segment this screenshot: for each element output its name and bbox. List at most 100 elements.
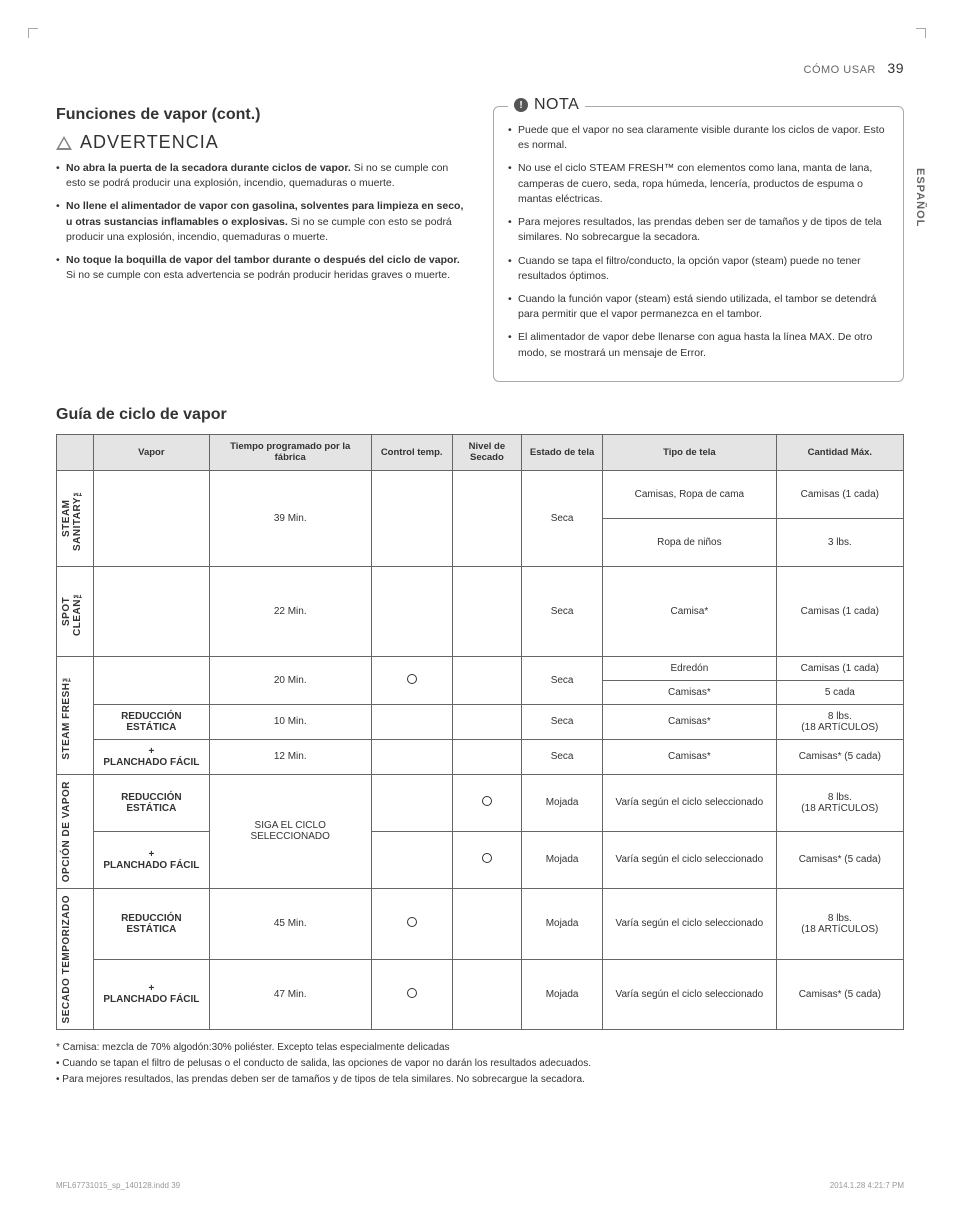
- warning-heading: ADVERTENCIA: [56, 132, 467, 153]
- cell-max: 8 lbs. (18 ARTíCULOS): [776, 704, 903, 739]
- th-max: Cantidad Máx.: [776, 434, 903, 470]
- cell-max: 3 lbs.: [776, 518, 903, 566]
- note-heading: ! NOTA: [508, 96, 585, 114]
- cell-time: SIGA EL CICLO SELECCIONADO: [209, 774, 371, 888]
- cell-max: Camisas* (5 cada): [776, 831, 903, 888]
- cell-vapor: + PLANCHADO FÁCIL: [94, 831, 210, 888]
- circle-icon: [482, 853, 492, 863]
- cell-time: 10 Min.: [209, 704, 371, 739]
- cell-state: Seca: [522, 656, 603, 704]
- cell-dry: [452, 704, 521, 739]
- group-secado-temp: SECADO TEMPORIZADO: [57, 888, 94, 1029]
- cell-fabric: Varía según el ciclo seleccionado: [603, 959, 777, 1030]
- cell-time: 20 Min.: [209, 656, 371, 704]
- note-word: NOTA: [534, 96, 579, 114]
- th-blank: [57, 434, 94, 470]
- th-fabric: Tipo de tela: [603, 434, 777, 470]
- cell-max: 8 lbs. (18 ARTíCULOS): [776, 888, 903, 959]
- language-tab: ESPAÑOL: [914, 168, 926, 227]
- table-row: STEAM FRESH™ 20 Min. Seca Edredón Camisa…: [57, 656, 904, 680]
- cell-fabric: Camisas, Ropa de cama: [603, 470, 777, 518]
- cell-dry: [452, 774, 521, 831]
- table-row: OPCIÓN DE VAPOR REDUCCIÓN ESTÁTICA SIGA …: [57, 774, 904, 831]
- guide-title: Guía de ciclo de vapor: [56, 406, 904, 424]
- note-item: Puede que el vapor no sea claramente vis…: [508, 123, 889, 153]
- cell-state: Mojada: [522, 831, 603, 888]
- cell-dry: [452, 888, 521, 959]
- cell-state: Seca: [522, 739, 603, 774]
- note-item: Para mejores resultados, las prendas deb…: [508, 215, 889, 245]
- crop-mark-tl: [28, 28, 38, 38]
- th-vapor: Vapor: [94, 434, 210, 470]
- cell-state: Mojada: [522, 888, 603, 959]
- table-row: STEAM SANITARY™ 39 Min. Seca Camisas, Ro…: [57, 470, 904, 518]
- cell-time: 45 Min.: [209, 888, 371, 959]
- cell-fabric: Ropa de niños: [603, 518, 777, 566]
- note-list: Puede que el vapor no sea claramente vis…: [508, 123, 889, 361]
- cell-time: 39 Min.: [209, 470, 371, 566]
- footnote-item: * Camisa: mezcla de 70% algodón:30% poli…: [56, 1040, 904, 1056]
- group-steam-sanitary: STEAM SANITARY™: [57, 470, 94, 566]
- th-state: Estado de tela: [522, 434, 603, 470]
- header-section: CÓMO USAR: [804, 64, 876, 76]
- cell-max: 5 cada: [776, 680, 903, 704]
- cell-temp: [371, 774, 452, 831]
- cell-dry: [452, 656, 521, 704]
- cell-vapor: + PLANCHADO FÁCIL: [94, 739, 210, 774]
- table-row: REDUCCIÓN ESTÁTICA 10 Min. Seca Camisas*…: [57, 704, 904, 739]
- warning-list: No abra la puerta de la secadora durante…: [56, 161, 467, 284]
- note-item: Cuando la función vapor (steam) está sie…: [508, 292, 889, 322]
- circle-icon: [407, 988, 417, 998]
- group-steam-fresh: STEAM FRESH™: [57, 656, 94, 774]
- cell-temp: [371, 739, 452, 774]
- group-opcion-vapor: OPCIÓN DE VAPOR: [57, 774, 94, 888]
- cell-fabric: Camisa*: [603, 566, 777, 656]
- cell-vapor: REDUCCIÓN ESTÁTICA: [94, 704, 210, 739]
- cell-vapor: + PLANCHADO FÁCIL: [94, 959, 210, 1030]
- cell-fabric: Varía según el ciclo seleccionado: [603, 888, 777, 959]
- cell-state: Seca: [522, 566, 603, 656]
- cell-dry: [452, 959, 521, 1030]
- info-icon: !: [514, 98, 528, 112]
- cell-vapor: [94, 656, 210, 704]
- two-column-area: Funciones de vapor (cont.) ADVERTENCIA N…: [56, 106, 904, 382]
- th-time: Tiempo programado por la fábrica: [209, 434, 371, 470]
- note-item: El alimentador de vapor debe llenarse co…: [508, 330, 889, 360]
- table-row: + PLANCHADO FÁCIL 47 Min. Mojada Varía s…: [57, 959, 904, 1030]
- footer-timestamp: 2014.1.28 4:21:7 PM: [830, 1181, 904, 1190]
- warning-triangle-icon: [56, 136, 72, 150]
- footer-filename: MFL67731015_sp_140128.indd 39: [56, 1181, 180, 1190]
- group-spot-clean: SPOT CLEAN™: [57, 566, 94, 656]
- page-footer: MFL67731015_sp_140128.indd 39 2014.1.28 …: [56, 1181, 904, 1190]
- cell-vapor-sc: [94, 566, 210, 656]
- note-item: Cuando se tapa el filtro/conducto, la op…: [508, 254, 889, 284]
- circle-icon: [407, 674, 417, 684]
- left-column: Funciones de vapor (cont.) ADVERTENCIA N…: [56, 106, 467, 382]
- right-column: ! NOTA Puede que el vapor no sea clarame…: [493, 106, 904, 382]
- cell-state: Mojada: [522, 774, 603, 831]
- table-row: SECADO TEMPORIZADO REDUCCIÓN ESTÁTICA 45…: [57, 888, 904, 959]
- cell-max: Camisas (1 cada): [776, 656, 903, 680]
- header-page: 39: [887, 60, 904, 76]
- footnote-item: • Cuando se tapan el filtro de pelusas o…: [56, 1056, 904, 1072]
- left-title: Funciones de vapor (cont.): [56, 106, 467, 124]
- warning-item: No toque la boquilla de vapor del tambor…: [56, 253, 467, 283]
- cell-vapor-ss: [94, 470, 210, 566]
- cell-vapor: REDUCCIÓN ESTÁTICA: [94, 888, 210, 959]
- warning-word: ADVERTENCIA: [80, 132, 219, 153]
- cell-temp: [371, 959, 452, 1030]
- cell-time: 22 Min.: [209, 566, 371, 656]
- cell-state: Seca: [522, 704, 603, 739]
- cell-temp: [371, 566, 452, 656]
- warning-item: No abra la puerta de la secadora durante…: [56, 161, 467, 191]
- cell-temp: [371, 470, 452, 566]
- cell-vapor: REDUCCIÓN ESTÁTICA: [94, 774, 210, 831]
- cell-temp: [371, 704, 452, 739]
- footnote-item: • Para mejores resultados, las prendas d…: [56, 1072, 904, 1088]
- cell-fabric: Edredón: [603, 656, 777, 680]
- cell-dry: [452, 831, 521, 888]
- cell-fabric: Camisas*: [603, 680, 777, 704]
- steam-cycle-table: Vapor Tiempo programado por la fábrica C…: [56, 434, 904, 1030]
- cell-max: Camisas (1 cada): [776, 470, 903, 518]
- cell-state: Mojada: [522, 959, 603, 1030]
